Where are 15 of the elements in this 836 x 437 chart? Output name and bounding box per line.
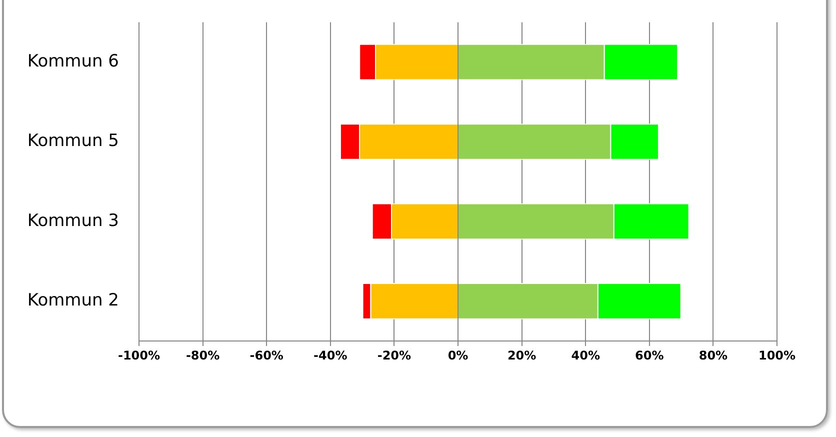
x-tick-label: 0%	[448, 348, 468, 362]
x-tick-label: 100%	[758, 348, 796, 362]
x-tick-label: 20%	[507, 348, 536, 362]
x-tick-label: -20%	[377, 348, 412, 362]
y-tick-label: Kommun 3	[27, 210, 119, 231]
x-tick-label: -80%	[186, 348, 220, 362]
x-tick-label: -60%	[250, 348, 284, 362]
x-tick-label: 40%	[571, 348, 600, 362]
x-tick-label: -100%	[118, 348, 160, 362]
y-tick-label: Kommun 2	[27, 290, 119, 311]
x-tick-label: 80%	[698, 348, 728, 362]
y-tick-label: Kommun 6	[27, 51, 119, 72]
x-tick-label: -40%	[314, 348, 348, 362]
y-tick-label: Kommun 5	[27, 131, 119, 152]
x-tick-label: 60%	[635, 348, 664, 362]
